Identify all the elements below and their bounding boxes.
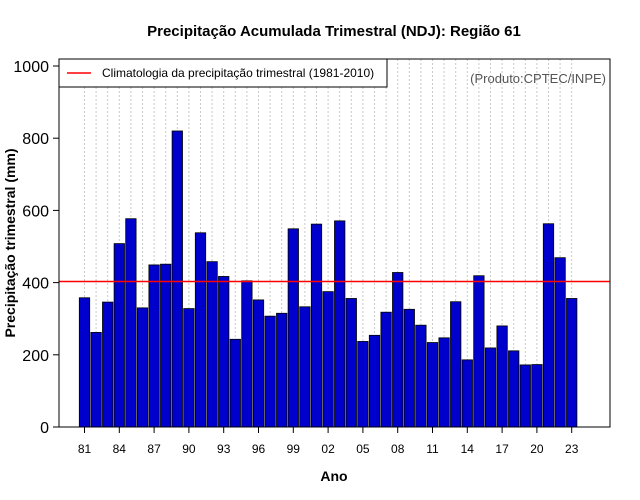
bar-2006 [368, 334, 381, 428]
bar-2001 [310, 223, 323, 428]
x-tick-label: 20 [530, 442, 544, 456]
bar-2023 [566, 298, 578, 428]
legend-box [58, 58, 388, 88]
y-tick-label: 1000 [13, 59, 49, 76]
y-tick-label: 600 [22, 203, 49, 220]
x-tick-label: 84 [113, 442, 127, 456]
bars-group [78, 130, 578, 428]
x-tick-label: 11 [426, 442, 439, 456]
product-annotation: (Produto:CPTEC/INPE) [470, 71, 606, 86]
bar-1993 [218, 276, 230, 428]
x-tick-label: 17 [495, 442, 509, 456]
x-axis-label: Ano [320, 468, 347, 484]
bar-1987 [148, 264, 160, 428]
bar-2009 [403, 308, 415, 428]
x-tick-label: 90 [182, 442, 196, 456]
bar-2005 [357, 341, 369, 428]
bar-1989 [171, 130, 183, 428]
bar-1994 [229, 338, 241, 428]
bar-1996 [252, 299, 265, 428]
bar-2012 [438, 337, 450, 428]
x-tick-label: 14 [461, 442, 475, 456]
bar-1984 [113, 243, 125, 428]
bar-1991 [194, 232, 207, 428]
chart-title: Precipitação Acumulada Trimestral (NDJ):… [147, 23, 521, 40]
bar-2002 [322, 291, 334, 428]
bar-2016 [484, 347, 497, 428]
x-tick-label: 81 [78, 442, 92, 456]
bar-2018 [508, 350, 520, 428]
legend: Climatologia da precipitação trimestral … [58, 58, 388, 88]
x-tick-label: 05 [356, 442, 370, 456]
bar-2022 [554, 257, 566, 428]
bar-1982 [90, 332, 102, 428]
y-tick-label: 200 [22, 348, 49, 365]
x-tick-label: 02 [321, 442, 335, 456]
bar-2008 [392, 272, 404, 428]
bar-2014 [461, 359, 473, 428]
bar-2010 [415, 324, 427, 428]
bar-1986 [136, 307, 149, 428]
y-tick-label: 0 [40, 420, 49, 437]
legend-label: Climatologia da precipitação trimestral … [102, 66, 374, 80]
y-axis: 0 200 400 600 800 1000 [13, 59, 59, 437]
y-tick-label: 800 [22, 131, 49, 148]
y-axis-label: Precipitação trimestral (mm) [2, 148, 18, 337]
bar-2011 [426, 342, 439, 428]
bar-1981 [78, 297, 91, 428]
bar-1995 [241, 280, 253, 428]
bar-1992 [206, 261, 218, 428]
x-tick-label: 96 [252, 442, 266, 456]
x-tick-label: 08 [391, 442, 405, 456]
x-axis: 81 84 87 90 93 96 99 02 05 08 11 14 17 20 23 [78, 427, 579, 456]
bar-1990 [183, 308, 195, 428]
x-tick-label: 93 [217, 442, 231, 456]
y-tick-label: 400 [22, 276, 49, 293]
bar-2017 [496, 325, 508, 428]
bar-2021 [542, 223, 555, 428]
bar-2020 [531, 364, 543, 428]
bar-1998 [276, 312, 288, 428]
x-tick-label: 99 [287, 442, 301, 456]
bar-1985 [125, 218, 137, 428]
bar-1999 [287, 228, 299, 428]
bar-2019 [519, 364, 531, 428]
bar-1983 [102, 301, 114, 428]
bar-2000 [299, 306, 311, 428]
x-tick-label: 87 [147, 442, 161, 456]
bar-2003 [334, 220, 346, 428]
bar-2015 [473, 275, 485, 428]
bar-2007 [380, 311, 392, 428]
x-tick-label: 23 [565, 442, 579, 456]
bar-1997 [264, 315, 276, 428]
bar-2013 [450, 301, 462, 428]
bar-2004 [345, 298, 357, 428]
bar-1988 [160, 263, 172, 428]
